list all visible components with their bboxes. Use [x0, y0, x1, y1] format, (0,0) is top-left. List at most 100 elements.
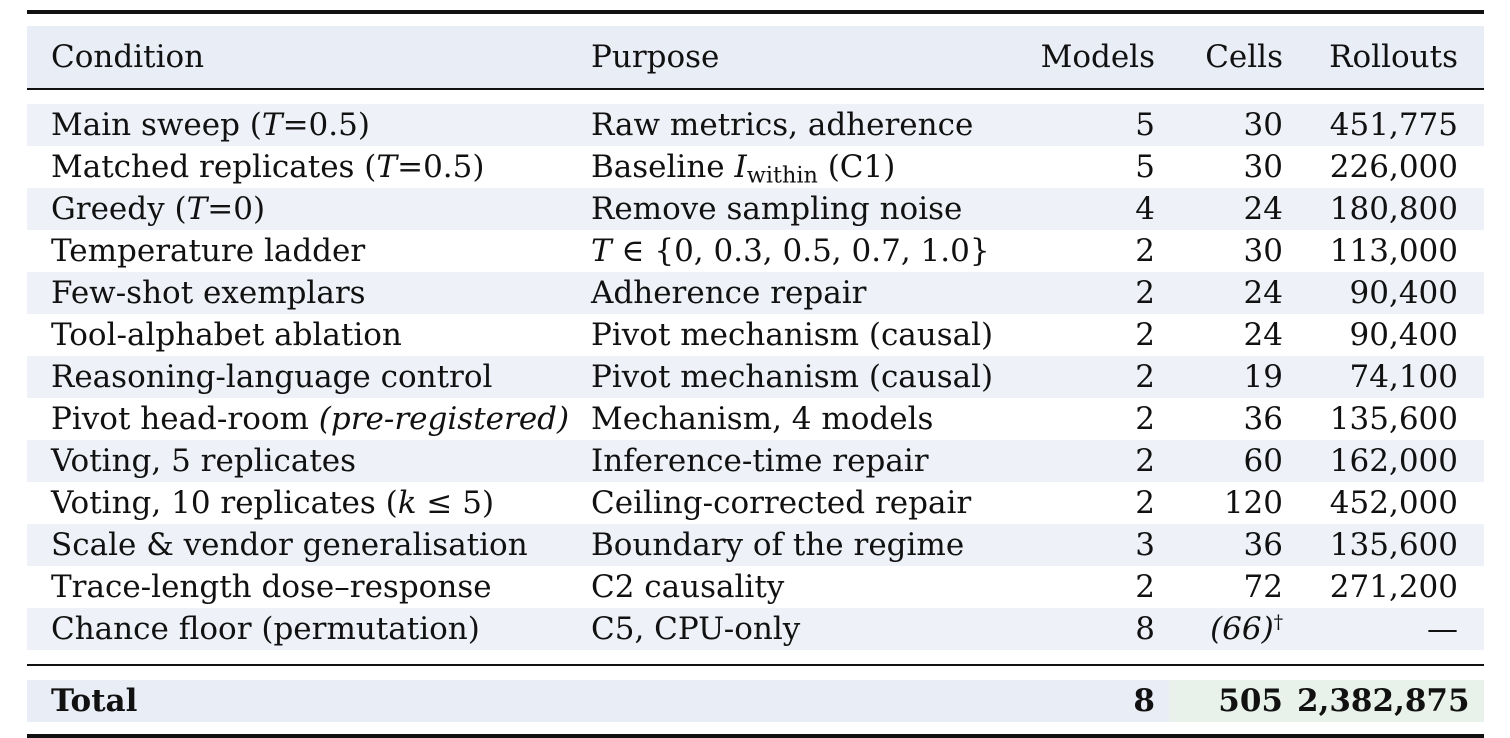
- table-row: Matched replicates (T=0.5) Baseline Iwith…: [27, 146, 1484, 188]
- table-row: Greedy (T=0) Remove sampling noise 4 24 180,…: [27, 188, 1484, 230]
- purpose-cell: Adherence repair: [559, 272, 999, 314]
- purpose-cell: C5, CPU-only: [559, 608, 999, 650]
- table-row: Few-shot exemplars Adherence repair 2 24 90,…: [27, 272, 1484, 314]
- dagger-footnote-mark: †: [1273, 611, 1283, 633]
- purpose-subscript: within: [746, 162, 818, 189]
- models-cell: 2: [999, 356, 1169, 398]
- table-header-row: Condition Purpose Models Cells Rollouts: [27, 26, 1484, 89]
- experiment-conditions-table: Condition Purpose Models Cells Rollouts …: [27, 10, 1484, 738]
- header-models: Models: [999, 26, 1169, 89]
- table-top-rule: [27, 12, 1484, 26]
- models-cell: 2: [999, 398, 1169, 440]
- table-row: Voting, 5 replicates Inference-time repai…: [27, 440, 1484, 482]
- models-cell: 2: [999, 440, 1169, 482]
- models-cell: 2: [999, 482, 1169, 524]
- condition-variable: k: [397, 485, 417, 521]
- table-row: Pivot head-room (pre-registered) Mechanis…: [27, 398, 1484, 440]
- rollouts-cell: 90,400: [1297, 272, 1484, 314]
- rollouts-cell: 113,000: [1297, 230, 1484, 272]
- models-cell: 5: [999, 146, 1169, 188]
- purpose-text: Adherence repair: [591, 275, 867, 311]
- table-row: Chance floor (permutation) C5, CPU-only 8(…: [27, 608, 1484, 650]
- condition-cell: Voting, 10 replicates (k ≤ 5): [27, 482, 559, 524]
- condition-text: Pivot head-room: [51, 401, 319, 437]
- purpose-text-tail: (C1): [817, 149, 896, 185]
- table-row: Reasoning-language control Pivot mechanis…: [27, 356, 1484, 398]
- models-cell: 8: [999, 608, 1169, 650]
- models-cell: 2: [999, 272, 1169, 314]
- condition-cell: Trace-length dose–response: [27, 566, 559, 608]
- purpose-text: Mechanism, 4 models: [591, 401, 934, 437]
- table-row: Voting, 10 replicates (k ≤ 5) Ceiling-cor…: [27, 482, 1484, 524]
- rollouts-cell: 135,600: [1297, 398, 1484, 440]
- cells-cell: 24: [1169, 188, 1297, 230]
- purpose-text: Pivot mechanism (causal): [591, 359, 994, 395]
- purpose-text: C2 causality: [591, 569, 785, 605]
- table-body: Main sweep (T=0.5) Raw metrics, adherence…: [27, 89, 1484, 650]
- total-cells: 505: [1169, 680, 1297, 722]
- cells-cell: 24: [1169, 314, 1297, 356]
- cells-cell: 72: [1169, 566, 1297, 608]
- rollouts-cell: 226,000: [1297, 146, 1484, 188]
- condition-cell: Temperature ladder: [27, 230, 559, 272]
- purpose-text: Ceiling-corrected repair: [591, 485, 972, 521]
- rollouts-cell: 162,000: [1297, 440, 1484, 482]
- models-cell: 2: [999, 314, 1169, 356]
- cells-cell: 36: [1169, 524, 1297, 566]
- cells-cell: 30: [1169, 146, 1297, 188]
- cells-italic-value: (66): [1210, 611, 1274, 647]
- condition-text: Reasoning-language control: [51, 359, 493, 395]
- condition-cell: Greedy (T=0): [27, 188, 559, 230]
- rollouts-cell: 74,100: [1297, 356, 1484, 398]
- models-cell: 3: [999, 524, 1169, 566]
- condition-text-tail: ≤ 5): [416, 485, 495, 521]
- cells-cell: 19: [1169, 356, 1297, 398]
- condition-cell: Main sweep (T=0.5): [27, 104, 559, 146]
- purpose-cell: C2 causality: [559, 566, 999, 608]
- purpose-cell: Ceiling-corrected repair: [559, 482, 999, 524]
- rollouts-cell: 135,600: [1297, 524, 1484, 566]
- condition-variable: T: [261, 107, 283, 143]
- purpose-cell: Remove sampling noise: [559, 188, 999, 230]
- purpose-text: Remove sampling noise: [591, 191, 963, 227]
- condition-cell: Tool-alphabet ablation: [27, 314, 559, 356]
- rollouts-cell: 90,400: [1297, 314, 1484, 356]
- condition-text: Few-shot exemplars: [51, 275, 366, 311]
- rollouts-cell: —: [1297, 608, 1484, 650]
- purpose-cell: Pivot mechanism (causal): [559, 356, 999, 398]
- rollouts-cell: 271,200: [1297, 566, 1484, 608]
- condition-text: Voting, 5 replicates: [51, 443, 357, 479]
- condition-text: Trace-length dose–response: [51, 569, 492, 605]
- purpose-cell: Boundary of the regime: [559, 524, 999, 566]
- condition-italic-note: (pre-registered): [318, 401, 570, 437]
- purpose-text: Inference-time repair: [591, 443, 929, 479]
- rollouts-cell: 452,000: [1297, 482, 1484, 524]
- condition-cell: Few-shot exemplars: [27, 272, 559, 314]
- total-purpose-empty: [559, 680, 999, 722]
- purpose-cell: Mechanism, 4 models: [559, 398, 999, 440]
- rollouts-cell: 451,775: [1297, 104, 1484, 146]
- condition-text: Temperature ladder: [51, 233, 366, 269]
- condition-cell: Matched replicates (T=0.5): [27, 146, 559, 188]
- models-cell: 5: [999, 104, 1169, 146]
- total-label: Total: [27, 680, 559, 722]
- header-cells: Cells: [1169, 26, 1297, 89]
- condition-cell: Scale & vendor generalisation: [27, 524, 559, 566]
- purpose-text: Raw metrics, adherence: [591, 107, 974, 143]
- models-cell: 4: [999, 188, 1169, 230]
- header-purpose: Purpose: [559, 26, 999, 89]
- rollouts-cell: 180,800: [1297, 188, 1484, 230]
- condition-cell: Voting, 5 replicates: [27, 440, 559, 482]
- purpose-cell: Inference-time repair: [559, 440, 999, 482]
- purpose-cell: Raw metrics, adherence: [559, 104, 999, 146]
- purpose-text: Boundary of the regime: [591, 527, 965, 563]
- condition-text-tail: =0.5): [397, 149, 485, 185]
- condition-cell: Reasoning-language control: [27, 356, 559, 398]
- header-rollouts: Rollouts: [1297, 26, 1484, 89]
- purpose-cell: T ∈ {0, 0.3, 0.5, 0.7, 1.0}: [559, 230, 999, 272]
- purpose-cell: Pivot mechanism (causal): [559, 314, 999, 356]
- models-cell: 2: [999, 230, 1169, 272]
- condition-text: Matched replicates (: [51, 149, 377, 185]
- total-row: Total 8 505 2,382,875: [27, 680, 1484, 722]
- table-row: Tool-alphabet ablation Pivot mechanism (c…: [27, 314, 1484, 356]
